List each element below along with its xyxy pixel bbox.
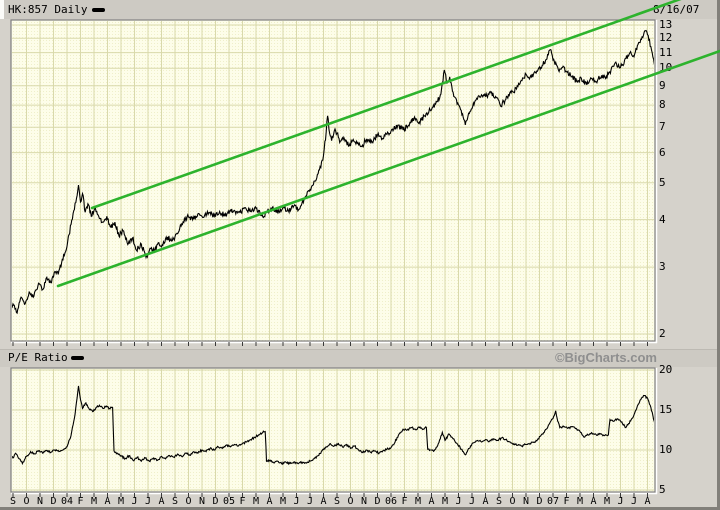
x-axis-label: F (563, 496, 570, 507)
x-axis-label: S (171, 496, 179, 507)
y-axis-label: 11 (659, 45, 673, 59)
x-axis-label: J (293, 496, 300, 507)
x-axis-label: F (401, 496, 408, 507)
x-axis-label: J (144, 496, 152, 507)
chart-date: 8/16/07 (653, 3, 700, 16)
x-axis-label: S (495, 496, 503, 507)
x-axis-label: 05 (222, 496, 236, 507)
y-axis-label: 10 (659, 443, 673, 456)
y-axis-label: 5 (659, 175, 666, 189)
y-axis-label: 9 (659, 78, 666, 92)
x-axis-label: N (36, 496, 44, 507)
x-axis-label: A (644, 496, 651, 507)
x-axis-label: F (239, 496, 246, 507)
header-band (0, 0, 720, 19)
x-axis-label: O (509, 496, 516, 507)
x-axis-label: 04 (60, 496, 74, 507)
y-axis-label: 2 (659, 327, 666, 340)
y-axis-label: 6 (659, 145, 666, 159)
x-axis-label: D (50, 496, 57, 507)
x-axis-label: M (441, 496, 449, 507)
x-axis-label: M (603, 496, 611, 507)
x-axis-label: S (333, 496, 341, 507)
x-axis-label: D (212, 496, 219, 507)
x-axis-label: A (428, 496, 435, 507)
x-axis-label: M (576, 496, 584, 507)
x-axis-label: D (374, 496, 381, 507)
x-axis-label: A (320, 496, 327, 507)
x-axis-label: 06 (384, 496, 398, 507)
x-axis-label: M (279, 496, 287, 507)
x-axis-label: F (77, 496, 84, 507)
x-axis-label: O (347, 496, 354, 507)
price-legend-dash-icon (92, 8, 105, 12)
x-axis-label: N (522, 496, 530, 507)
x-axis-label: O (185, 496, 192, 507)
x-axis-label: J (131, 496, 138, 507)
y-axis-label: 5 (659, 483, 666, 496)
x-axis-label: N (360, 496, 368, 507)
window-edge-bottom (0, 507, 720, 510)
x-axis-label: J (630, 496, 638, 507)
y-axis-label: 13 (659, 18, 673, 31)
pe-ratio-band (0, 349, 720, 367)
x-axis-label: S (9, 496, 17, 507)
x-axis-label: N (198, 496, 206, 507)
window-edge-highlight (0, 0, 4, 19)
x-axis-label: M (117, 496, 125, 507)
x-axis-label: J (455, 496, 462, 507)
x-axis-label: A (590, 496, 597, 507)
x-axis-label: A (266, 496, 273, 507)
x-axis-label: A (482, 496, 489, 507)
x-axis-label: M (414, 496, 422, 507)
bigcharts-watermark: ©BigCharts.com (554, 350, 657, 365)
x-axis-label: O (23, 496, 30, 507)
x-axis-label: 07 (546, 496, 560, 507)
x-axis-label: M (252, 496, 260, 507)
y-axis-label: 4 (659, 212, 666, 226)
x-axis-label: J (617, 496, 624, 507)
x-axis-label: M (90, 496, 98, 507)
y-axis-label: 10 (659, 61, 673, 75)
y-axis-label: 8 (659, 98, 666, 112)
pe-ratio-label: P/E Ratio (8, 351, 68, 364)
y-axis-label: 20 (659, 363, 673, 376)
x-axis-label: A (158, 496, 165, 507)
y-axis-label: 12 (659, 31, 673, 45)
y-axis-label: 15 (659, 403, 673, 416)
y-axis-label: 7 (659, 120, 666, 134)
pe-legend-dash-icon (71, 356, 84, 360)
x-axis-label: J (306, 496, 314, 507)
symbol-title: HK:857 Daily (8, 3, 88, 16)
y-axis-label: 3 (659, 260, 666, 274)
x-axis-label: D (536, 496, 543, 507)
x-axis-label: A (104, 496, 111, 507)
x-axis-label: J (468, 496, 476, 507)
